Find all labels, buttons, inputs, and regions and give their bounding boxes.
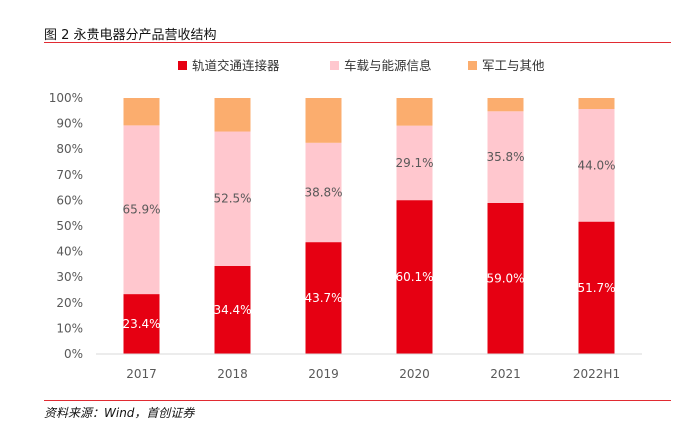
bar-segment [214,98,251,132]
y-tick-label: 10% [56,321,83,335]
bar-segment [487,98,524,112]
data-label: 38.8% [304,185,342,199]
bars: 23.4% 65.9% 34.4% 52.5% 43.7% 38.8% 60.1% 29.1%… [122,98,616,354]
data-label: 23.4% [122,317,160,331]
chart-legend: 轨道交通连接器 车载与能源信息 军工与其他 [178,58,545,73]
bar-segment [578,98,615,110]
legend-label: 军工与其他 [482,58,545,73]
y-tick-label: 30% [56,270,83,284]
bar-segment [305,242,342,354]
bar-segment [305,142,342,243]
bar-segment [396,125,433,201]
legend-label: 轨道交通连接器 [192,58,280,73]
data-label: 65.9% [122,203,160,217]
legend-swatch [178,61,187,70]
x-tick-label: 2018 [217,367,248,381]
data-label: 59.0% [486,271,524,285]
bar-segment [396,98,433,126]
bar-segment [396,200,433,354]
figure-title: 图 2 永贵电器分产品营收结构 [44,28,217,43]
legend-swatch [468,61,477,70]
data-label: 34.4% [213,303,251,317]
bar-segment [214,265,251,354]
data-label: 51.7% [577,281,615,295]
data-label: 35.8% [486,150,524,164]
data-label: 52.5% [213,192,251,206]
bar-segment [487,111,524,203]
x-tick-label: 2021 [490,367,521,381]
data-label: 60.1% [395,270,433,284]
source-note: 资料来源：Wind，首创证券 [44,406,195,420]
x-axis: 2017 2018 2019 2020 2021 2022H1 [96,353,642,381]
legend-label: 车载与能源信息 [344,58,432,73]
y-axis: 0% 10% 20% 30% 40% 50% 60% 70% 80% 90% 100% [49,91,83,361]
bar-segment [305,98,342,143]
bar-segment [578,109,615,222]
x-tick-label: 2017 [126,367,157,381]
y-tick-label: 80% [56,142,83,156]
x-tick-label: 2020 [399,367,430,381]
y-tick-label: 100% [49,91,83,105]
y-tick-label: 70% [56,168,83,182]
data-label: 29.1% [395,156,433,170]
bar-segment [487,202,524,354]
bar-segment [123,294,160,354]
title-rule [44,42,671,43]
legend-swatch [330,61,339,70]
x-tick-label: 2019 [308,367,339,381]
y-tick-label: 20% [56,296,83,310]
data-label: 43.7% [304,291,342,305]
bar-segment [578,221,615,354]
bar-segment [214,131,251,266]
x-tick-label: 2022H1 [573,367,620,381]
y-tick-label: 50% [56,219,83,233]
y-tick-label: 90% [56,117,83,131]
data-label: 44.0% [577,158,615,172]
bar-segment [123,125,160,295]
bar-segment [123,98,160,126]
y-tick-label: 40% [56,245,83,259]
source-rule [44,400,671,401]
y-tick-label: 0% [64,347,83,361]
y-tick-label: 60% [56,193,83,207]
